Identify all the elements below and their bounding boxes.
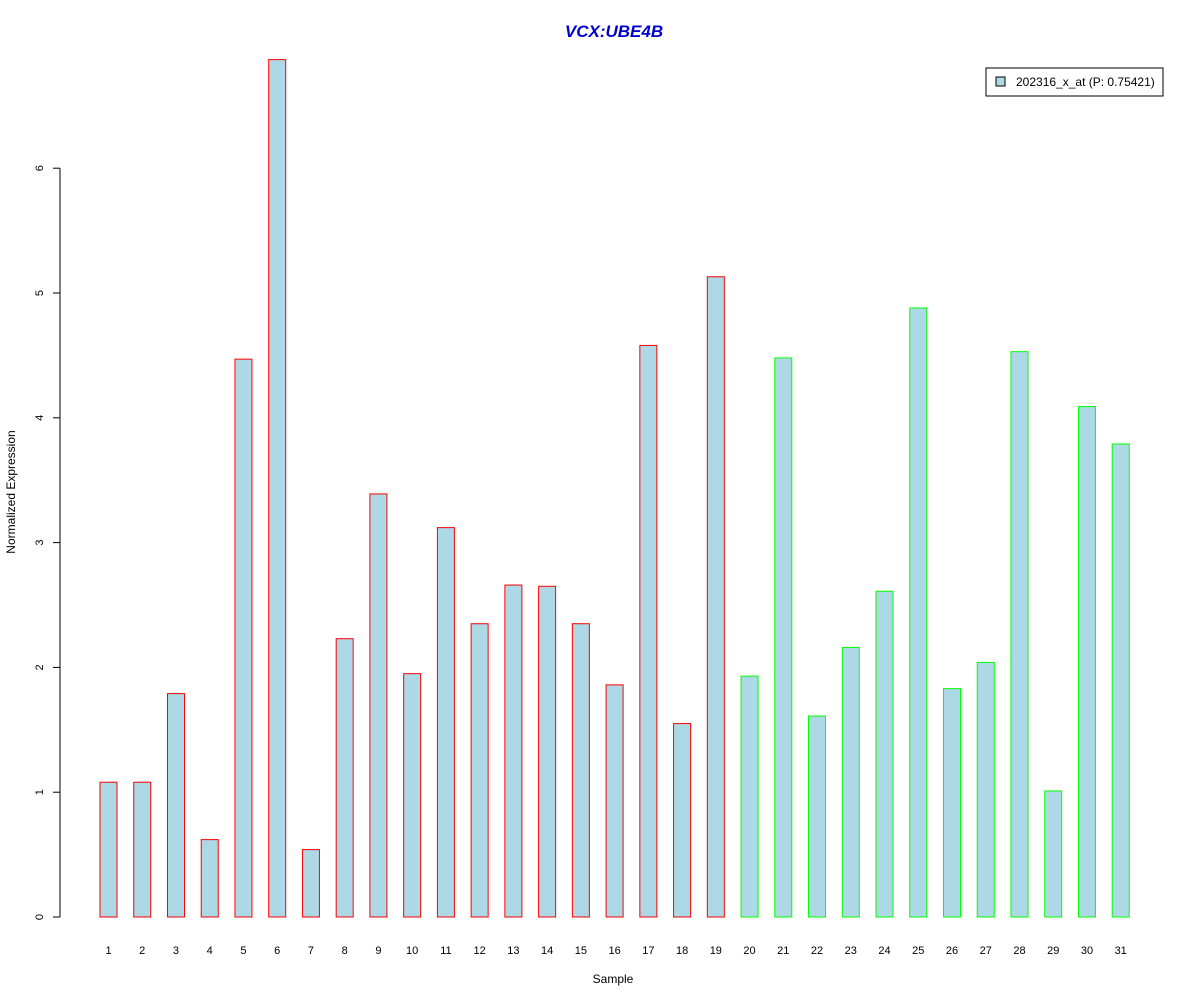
x-tick-label: 8 <box>342 945 348 957</box>
x-tick-label: 10 <box>406 945 418 957</box>
bar-sample-17 <box>639 344 658 918</box>
x-tick-label: 20 <box>743 945 755 957</box>
bar-sample-7 <box>301 849 320 918</box>
x-tick-label: 21 <box>777 945 789 957</box>
x-tick-label: 15 <box>575 945 587 957</box>
x-tick-label: 4 <box>207 945 213 957</box>
x-tick-label: 3 <box>173 945 179 957</box>
bar-sample-8 <box>335 638 354 918</box>
x-tick-label: 16 <box>608 945 620 957</box>
bar-sample-22 <box>808 715 827 918</box>
x-tick-label: 11 <box>440 945 451 957</box>
y-tick-label: 5 <box>34 290 46 296</box>
bar-sample-23 <box>841 646 860 918</box>
y-ticks: 0 1 2 3 4 5 6 <box>34 165 60 920</box>
bar-sample-31 <box>1111 443 1130 918</box>
legend-box <box>985 67 1164 97</box>
bar-sample-30 <box>1077 406 1096 918</box>
bar-sample-28 <box>1010 351 1029 918</box>
y-axis-label: Normalized Expression <box>4 430 18 553</box>
y-tick-label: 1 <box>34 789 46 795</box>
bar-sample-10 <box>403 673 422 918</box>
bar-sample-26 <box>943 688 961 918</box>
x-tick-label: 26 <box>946 945 958 957</box>
bar-sample-21 <box>774 357 793 918</box>
bar-sample-12 <box>470 623 489 918</box>
bar-sample-18 <box>673 723 692 918</box>
x-tick-label: 12 <box>474 945 486 957</box>
x-tick-label: 25 <box>912 945 924 957</box>
bar-sample-27 <box>976 661 995 918</box>
bars <box>99 59 1130 918</box>
x-tick-label: 13 <box>507 945 519 957</box>
y-tick-label: 4 <box>34 415 46 421</box>
y-tick-label: 0 <box>34 914 46 920</box>
x-tick-label: 29 <box>1047 945 1059 957</box>
x-tick-label: 27 <box>980 945 992 957</box>
x-tick-label: 18 <box>676 945 688 957</box>
bar-sample-13 <box>504 584 523 918</box>
y-tick-label: 3 <box>34 540 46 546</box>
x-tick-label: 17 <box>642 945 654 957</box>
x-tick-label: 23 <box>845 945 857 957</box>
legend-swatch <box>995 76 1006 87</box>
bar-sample-15 <box>571 623 590 918</box>
bar-sample-16 <box>605 684 624 918</box>
bar-sample-5 <box>234 358 253 918</box>
x-tick-label: 31 <box>1115 945 1127 957</box>
x-tick-labels: 1 2 3 4 5 6 7 8 9 10 11 12 13 14 15 16 17 18 19 20 21 22 23 24 2… <box>105 945 1126 957</box>
bar-sample-2 <box>133 781 152 918</box>
bar-sample-6 <box>268 59 287 918</box>
x-tick-label: 30 <box>1081 945 1093 957</box>
bar-sample-29 <box>1044 790 1063 918</box>
x-tick-label: 1 <box>105 945 111 957</box>
x-tick-label: 5 <box>240 945 246 957</box>
x-tick-label: 6 <box>274 945 280 957</box>
legend-label: 202316_x_at (P: 0.75421) <box>1016 75 1155 89</box>
bar-sample-9 <box>369 493 388 918</box>
x-tick-label: 2 <box>139 945 145 957</box>
x-tick-label: 7 <box>308 945 314 957</box>
bar-sample-14 <box>538 585 557 918</box>
chart-title: VCX:UBE4B <box>565 22 663 41</box>
bar-sample-11 <box>436 527 455 918</box>
legend: 202316_x_at (P: 0.75421) <box>985 67 1164 97</box>
bar-sample-3 <box>166 693 185 918</box>
bar-sample-1 <box>99 781 118 918</box>
x-tick-label: 14 <box>541 945 553 957</box>
bar-sample-25 <box>909 307 928 918</box>
x-tick-label: 24 <box>878 945 890 957</box>
bar-sample-20 <box>740 675 759 918</box>
y-axis: 0 1 2 3 4 5 6 <box>34 165 61 920</box>
x-tick-label: 9 <box>375 945 381 957</box>
x-tick-label: 22 <box>811 945 823 957</box>
y-tick-label: 6 <box>34 165 46 171</box>
bar-sample-24 <box>875 590 894 918</box>
x-tick-label: 19 <box>710 945 722 957</box>
bar-sample-19 <box>706 276 725 918</box>
x-axis-label: Sample <box>593 972 634 986</box>
y-tick-label: 2 <box>34 664 46 670</box>
bar-sample-4 <box>200 839 219 918</box>
x-tick-label: 28 <box>1013 945 1025 957</box>
